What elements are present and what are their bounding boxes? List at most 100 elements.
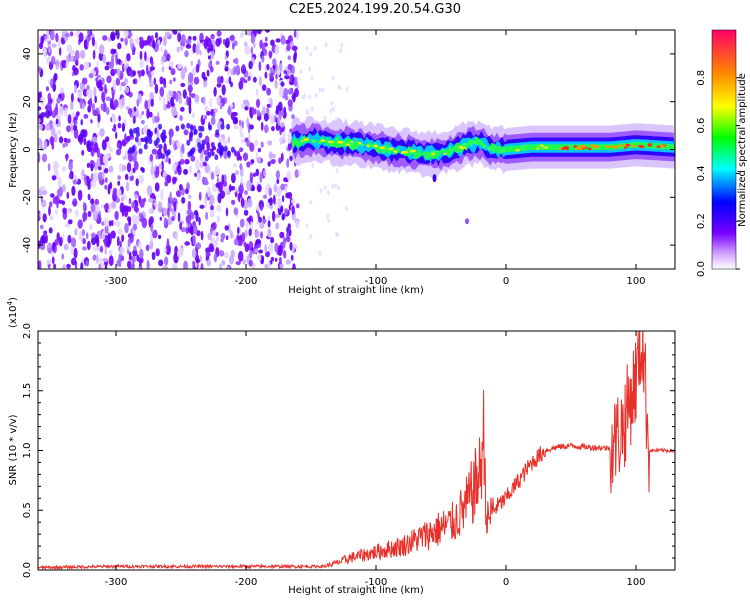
noise-blob <box>242 152 249 161</box>
noise-blob <box>53 133 58 143</box>
ridge-hotspot <box>310 139 317 142</box>
noise-blob <box>169 135 172 146</box>
noise-blob <box>198 191 202 201</box>
noise-blob <box>176 140 181 148</box>
noise-blob <box>91 136 98 143</box>
noise-blob <box>111 127 117 132</box>
noise-blob <box>101 171 105 180</box>
x-tick-label: 100 <box>626 276 645 287</box>
noise-blob <box>139 36 144 41</box>
noise-blob <box>66 191 70 199</box>
noise-blob <box>271 126 275 132</box>
noise-blob <box>238 250 244 262</box>
noise-blob <box>248 228 252 237</box>
cluster-blob <box>160 153 165 160</box>
noise-blob <box>82 246 87 251</box>
cluster-blob <box>226 150 231 157</box>
noise-blob <box>210 48 215 60</box>
noise-blob <box>109 181 113 190</box>
cluster-blob <box>187 151 192 158</box>
noise-blob <box>241 30 245 36</box>
cluster-blob <box>210 141 215 148</box>
noise-blob <box>172 262 176 269</box>
noise-blob <box>195 43 200 55</box>
noise-blob <box>235 261 241 266</box>
colorbar-tick-label: 0.8 <box>696 70 707 86</box>
noise-blob <box>152 229 158 239</box>
noise-blob <box>228 76 232 85</box>
y-tick-label: 0.5 <box>22 502 33 518</box>
noise-blob <box>163 170 167 177</box>
ridge-hotspot <box>536 147 540 150</box>
noise-blob <box>106 75 112 84</box>
noise-blob <box>131 214 137 224</box>
noise-blob <box>51 175 57 181</box>
noise-blob <box>267 261 271 269</box>
noise-blob <box>191 112 195 119</box>
noise-blob <box>65 61 69 69</box>
noise-blob <box>55 103 58 111</box>
noise-blob <box>99 152 103 164</box>
noise-blob <box>77 134 84 143</box>
noise-blob <box>67 114 72 124</box>
noise-blob <box>122 155 127 160</box>
ridge-hotspot <box>589 144 596 147</box>
noise-blob <box>227 105 231 116</box>
noise-blob <box>43 230 48 235</box>
noise-blob <box>196 172 201 181</box>
noise-blob <box>81 149 85 156</box>
noise-blob <box>90 179 96 188</box>
noise-blob <box>226 235 229 241</box>
cluster-blob <box>165 150 170 157</box>
noise-blob <box>168 158 171 165</box>
noise-blob <box>141 111 145 115</box>
noise-blob <box>40 96 45 106</box>
noise-blob <box>51 122 57 127</box>
noise-blob <box>196 242 202 250</box>
noise-blob <box>270 256 275 262</box>
noise-blob <box>92 210 98 222</box>
noise-blob <box>195 258 201 264</box>
noise-blob <box>112 49 117 54</box>
noise-blob <box>87 30 91 36</box>
noise-blob <box>97 79 103 88</box>
noise-blob <box>168 90 174 97</box>
noise-blob <box>120 37 124 42</box>
noise-blob <box>161 160 164 171</box>
noise-blob <box>166 174 172 184</box>
ridge-hotspot <box>408 151 413 154</box>
noise-blob <box>51 256 55 265</box>
figure-title: C2E5.2024.199.20.54.G30 <box>288 2 462 17</box>
noise-blob <box>258 249 263 254</box>
noise-blob <box>47 163 51 172</box>
noise-blob <box>162 35 167 47</box>
noise-blob <box>142 126 148 134</box>
noise-blob <box>265 36 268 42</box>
noise-blob <box>203 76 208 81</box>
noise-blob <box>117 58 121 65</box>
noise-blob <box>267 220 271 228</box>
noise-blob <box>38 260 42 269</box>
snr-ylabel: SNR (10 * v/v) <box>8 414 19 485</box>
noise-blob <box>144 100 149 110</box>
ridge-hotspot <box>565 147 569 151</box>
noise-blob <box>75 50 80 61</box>
ridge-hotspot <box>618 144 623 147</box>
colorbar-gradient <box>711 29 737 270</box>
noise-blob <box>70 246 74 255</box>
noise-blob <box>287 135 291 144</box>
noise-blob <box>80 119 83 126</box>
noise-blob <box>120 196 124 202</box>
noise-blob <box>61 253 64 260</box>
noise-blob <box>109 60 115 70</box>
noise-blob <box>171 215 175 222</box>
noise-blob <box>62 207 67 214</box>
noise-blob <box>39 212 43 218</box>
noise-blob <box>169 191 172 203</box>
ridge-hotspot <box>501 150 506 153</box>
noise-blob <box>63 137 68 143</box>
noise-blob <box>155 153 159 160</box>
noise-blob <box>53 263 57 269</box>
cluster-blob <box>158 123 163 130</box>
cluster-blob <box>161 137 166 143</box>
